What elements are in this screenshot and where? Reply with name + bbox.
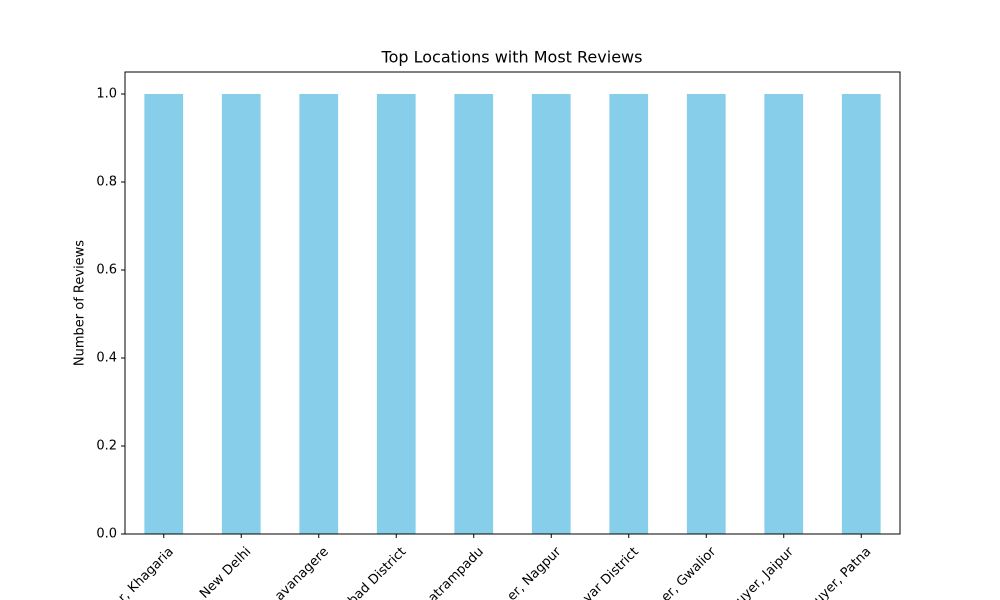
- bar: [454, 94, 494, 534]
- x-tick-label: uyer, Jaipur: [733, 544, 797, 600]
- y-axis-label: Number of Reviews: [73, 240, 88, 366]
- x-tick-label: r, Khagaria: [116, 544, 177, 600]
- x-tick-label: avanagere: [272, 544, 331, 600]
- bar: [144, 94, 184, 534]
- x-tick-label: uyer, Patna: [811, 544, 874, 600]
- x-tick-label: er, Nagpur: [505, 544, 565, 600]
- y-tick-label: 0.6: [96, 263, 117, 278]
- y-tick-label: 0.2: [96, 439, 117, 454]
- bar: [376, 94, 416, 534]
- x-tick-label: var District: [580, 544, 641, 600]
- y-tick-label: 1.0: [96, 87, 117, 102]
- chart-title: Top Locations with Most Reviews: [381, 48, 643, 67]
- y-tick-label: 0.8: [96, 175, 117, 190]
- bar: [686, 94, 726, 534]
- bar: [531, 94, 571, 534]
- bar: [221, 94, 261, 534]
- bar: [841, 94, 881, 534]
- x-tick-label: atrampadu: [425, 544, 486, 600]
- plot-frame: [124, 71, 901, 535]
- x-tick-label: bad District: [345, 544, 409, 600]
- y-tick-label: 0.4: [96, 351, 117, 366]
- bar: [764, 94, 804, 534]
- x-tick-label: er, Gwalior: [659, 544, 720, 600]
- y-tick-label: 0.0: [96, 527, 117, 542]
- bar: [609, 94, 649, 534]
- bar: [299, 94, 339, 534]
- x-tick-label: New Delhi: [197, 544, 254, 600]
